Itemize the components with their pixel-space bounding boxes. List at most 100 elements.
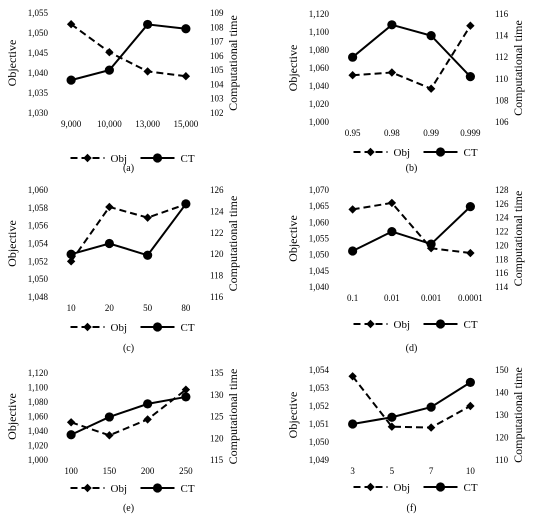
point-ct bbox=[348, 52, 358, 62]
point-ct bbox=[104, 65, 114, 75]
point-obj bbox=[143, 213, 152, 222]
y2-axis-title: Computational time bbox=[226, 369, 240, 465]
y2-tick-label: 150 bbox=[495, 365, 509, 375]
point-ct bbox=[387, 20, 397, 30]
y2-tick-label: 120 bbox=[210, 433, 224, 443]
y2-tick-label: 120 bbox=[495, 433, 509, 443]
y2-tick-label: 135 bbox=[210, 368, 224, 378]
y-tick-label: 1,060 bbox=[309, 217, 330, 227]
y-tick-label: 1,020 bbox=[28, 441, 49, 451]
y-tick-label: 1,000 bbox=[28, 455, 49, 465]
y-tick-label: 1,060 bbox=[28, 412, 49, 422]
point-ct bbox=[426, 30, 436, 41]
point-obj bbox=[387, 68, 397, 77]
legend-ct-circle-icon bbox=[152, 483, 163, 493]
point-ct bbox=[465, 377, 475, 387]
point-ct bbox=[465, 72, 475, 82]
legend: Obj CT bbox=[353, 147, 478, 159]
point-ct bbox=[66, 430, 76, 440]
x-tick-label: 13,000 bbox=[135, 119, 160, 129]
chart-panel-3: 1,048 1,050 1,052 1,054 1,056 1,058 1,060 116 11… bbox=[5, 185, 240, 354]
y2-tick-label: 106 bbox=[210, 51, 224, 61]
y-tick-label: 1,035 bbox=[28, 88, 49, 98]
y-tick-label: 1,054 bbox=[28, 239, 49, 249]
point-ct bbox=[181, 199, 191, 209]
series-line-obj bbox=[352, 25, 472, 90]
legend-obj-label: Obj bbox=[111, 153, 128, 165]
y2-tick-label: 120 bbox=[495, 240, 509, 250]
y-tick-label: 1,080 bbox=[309, 45, 330, 55]
y2-tick-label: 114 bbox=[495, 282, 509, 292]
legend-ct-circle-icon bbox=[435, 147, 446, 157]
y2-tick-label: 102 bbox=[210, 108, 224, 118]
y2-axis-title: Computational time bbox=[226, 15, 240, 111]
y2-tick-label: 124 bbox=[210, 206, 224, 216]
y-tick-label: 1,120 bbox=[28, 368, 49, 378]
y-tick-label: 1,080 bbox=[28, 397, 49, 407]
legend-obj-diamond-icon bbox=[366, 319, 375, 329]
point-obj bbox=[387, 422, 397, 431]
chart-panel-5: 1,000 1,020 1,040 1,060 1,080 1,100 1,120 115 12… bbox=[5, 368, 240, 514]
y2-tick-label: 110 bbox=[495, 455, 509, 465]
y-tick-label: 1,054 bbox=[309, 365, 330, 375]
x-tick-label: 15,000 bbox=[174, 119, 199, 129]
y-tick-label: 1,053 bbox=[309, 383, 330, 393]
y2-axis-title: Computational time bbox=[511, 367, 525, 463]
y2-tick-label: 118 bbox=[495, 254, 509, 264]
panel-label: (e) bbox=[123, 503, 134, 514]
y-tick-label: 1,060 bbox=[309, 63, 330, 73]
y-axis-title: Objective bbox=[5, 393, 19, 440]
x-tick-label: 5 bbox=[390, 466, 395, 476]
y2-tick-label: 106 bbox=[495, 117, 509, 127]
y-tick-label: 1,045 bbox=[309, 266, 330, 276]
y2-axis-title: Computational time bbox=[511, 191, 525, 287]
legend: Obj CT bbox=[70, 322, 195, 334]
series-line-obj bbox=[70, 203, 187, 262]
y-axis-title: Objective bbox=[5, 220, 19, 267]
y2-tick-label: 120 bbox=[210, 249, 224, 259]
y-tick-label: 1,065 bbox=[309, 201, 330, 211]
x-tick-label: 0.95 bbox=[345, 128, 361, 138]
point-ct bbox=[66, 249, 76, 259]
x-tick-label: 200 bbox=[141, 466, 155, 476]
point-obj bbox=[66, 418, 76, 427]
x-tick-label: 7 bbox=[429, 466, 434, 476]
y-tick-label: 1,045 bbox=[28, 48, 49, 58]
series-line-ct bbox=[352, 205, 472, 252]
y-tick-label: 1,070 bbox=[309, 185, 330, 195]
legend-ct-circle-icon bbox=[435, 482, 446, 492]
y2-tick-label: 130 bbox=[210, 390, 224, 400]
panel-label: (a) bbox=[123, 163, 134, 174]
x-tick-label: 10 bbox=[67, 303, 77, 313]
legend-obj-label: Obj bbox=[394, 482, 411, 494]
legend: Obj CT bbox=[353, 319, 478, 331]
y-tick-label: 1,040 bbox=[309, 282, 330, 292]
panel-label: (c) bbox=[123, 343, 134, 354]
x-tick-label: 0.1 bbox=[347, 293, 358, 303]
point-ct bbox=[143, 250, 153, 260]
y2-tick-label: 116 bbox=[495, 9, 509, 19]
y-tick-label: 1,052 bbox=[309, 401, 329, 411]
point-ct bbox=[104, 412, 114, 422]
legend-ct-label: CT bbox=[464, 319, 478, 331]
point-ct bbox=[348, 246, 358, 256]
series-line-obj bbox=[351, 375, 471, 429]
y-tick-label: 1,060 bbox=[28, 185, 49, 195]
series-line-ct bbox=[70, 203, 187, 257]
y-tick-label: 1,040 bbox=[309, 81, 330, 91]
legend-obj-label: Obj bbox=[111, 322, 128, 334]
legend-obj-label: Obj bbox=[394, 319, 411, 331]
point-obj bbox=[143, 415, 152, 424]
y-tick-label: 1,055 bbox=[28, 8, 49, 18]
panel-label: (d) bbox=[406, 343, 418, 354]
x-tick-label: 50 bbox=[143, 303, 153, 313]
x-tick-label: 150 bbox=[103, 466, 117, 476]
legend: Obj CT bbox=[353, 482, 478, 494]
x-tick-label: 100 bbox=[64, 466, 78, 476]
point-ct bbox=[387, 226, 397, 237]
point-ct bbox=[348, 419, 358, 429]
point-ct bbox=[426, 402, 436, 412]
y-tick-label: 1,040 bbox=[28, 68, 49, 78]
point-ct bbox=[104, 238, 114, 249]
